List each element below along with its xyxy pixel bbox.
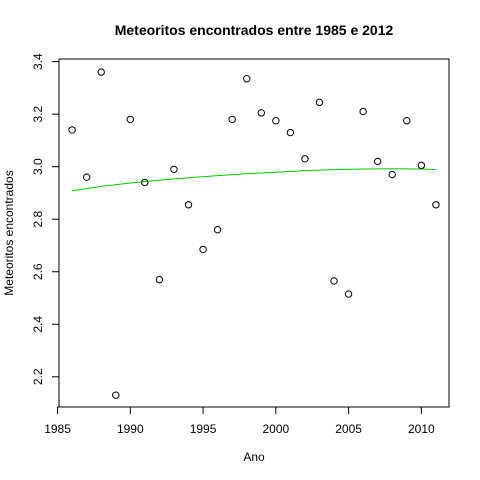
data-point bbox=[301, 155, 309, 163]
y-tick-label: 2.8 bbox=[31, 211, 45, 228]
y-tick-label: 3.4 bbox=[31, 53, 45, 70]
chart-title: Meteoritos encontrados entre 1985 e 2012 bbox=[115, 22, 394, 38]
x-tick-label: 2000 bbox=[262, 422, 289, 436]
data-point bbox=[141, 178, 149, 187]
x-axis: 1985 1990 1995 2000 2005 2010 bbox=[44, 406, 435, 436]
data-point bbox=[373, 157, 382, 166]
x-axis-label: Ano bbox=[243, 450, 265, 464]
y-axis-label: Meteoritos encontrados bbox=[2, 170, 16, 295]
data-point bbox=[403, 117, 411, 125]
data-point bbox=[330, 277, 338, 285]
trend-layer bbox=[72, 168, 436, 192]
data-point bbox=[257, 109, 265, 117]
y-axis: 2.2 2.4 2.6 2.8 3.0 3.2 3.4 bbox=[31, 53, 60, 385]
data-point bbox=[417, 161, 426, 170]
data-point bbox=[126, 115, 135, 124]
data-point bbox=[344, 290, 353, 298]
data-point bbox=[286, 128, 295, 137]
data-point bbox=[68, 126, 76, 134]
y-tick-label: 3.2 bbox=[31, 105, 45, 122]
x-tick-label: 2010 bbox=[408, 422, 435, 436]
y-tick-label: 2.6 bbox=[31, 263, 45, 280]
plot-frame bbox=[58, 58, 450, 408]
data-point bbox=[155, 275, 164, 284]
x-tick-label: 1985 bbox=[44, 422, 71, 436]
trend-line bbox=[72, 168, 436, 192]
points-layer bbox=[68, 68, 440, 399]
data-point bbox=[184, 201, 193, 209]
data-point bbox=[97, 68, 105, 76]
data-point bbox=[272, 117, 280, 125]
data-point bbox=[82, 173, 91, 181]
data-point bbox=[243, 74, 251, 83]
data-point bbox=[315, 98, 324, 107]
data-point bbox=[228, 115, 236, 124]
data-point bbox=[199, 245, 207, 254]
x-tick-label: 1990 bbox=[117, 422, 144, 436]
y-tick-label: 2.2 bbox=[31, 368, 45, 385]
data-point bbox=[388, 170, 396, 179]
data-point bbox=[112, 391, 120, 399]
x-tick-label: 1995 bbox=[190, 422, 217, 436]
data-point bbox=[359, 107, 367, 116]
data-point bbox=[170, 165, 178, 174]
data-point bbox=[432, 201, 440, 209]
data-point bbox=[213, 226, 222, 234]
y-tick-label: 2.4 bbox=[31, 316, 45, 333]
y-tick-label: 3.0 bbox=[31, 158, 45, 175]
x-tick-label: 2005 bbox=[335, 422, 362, 436]
